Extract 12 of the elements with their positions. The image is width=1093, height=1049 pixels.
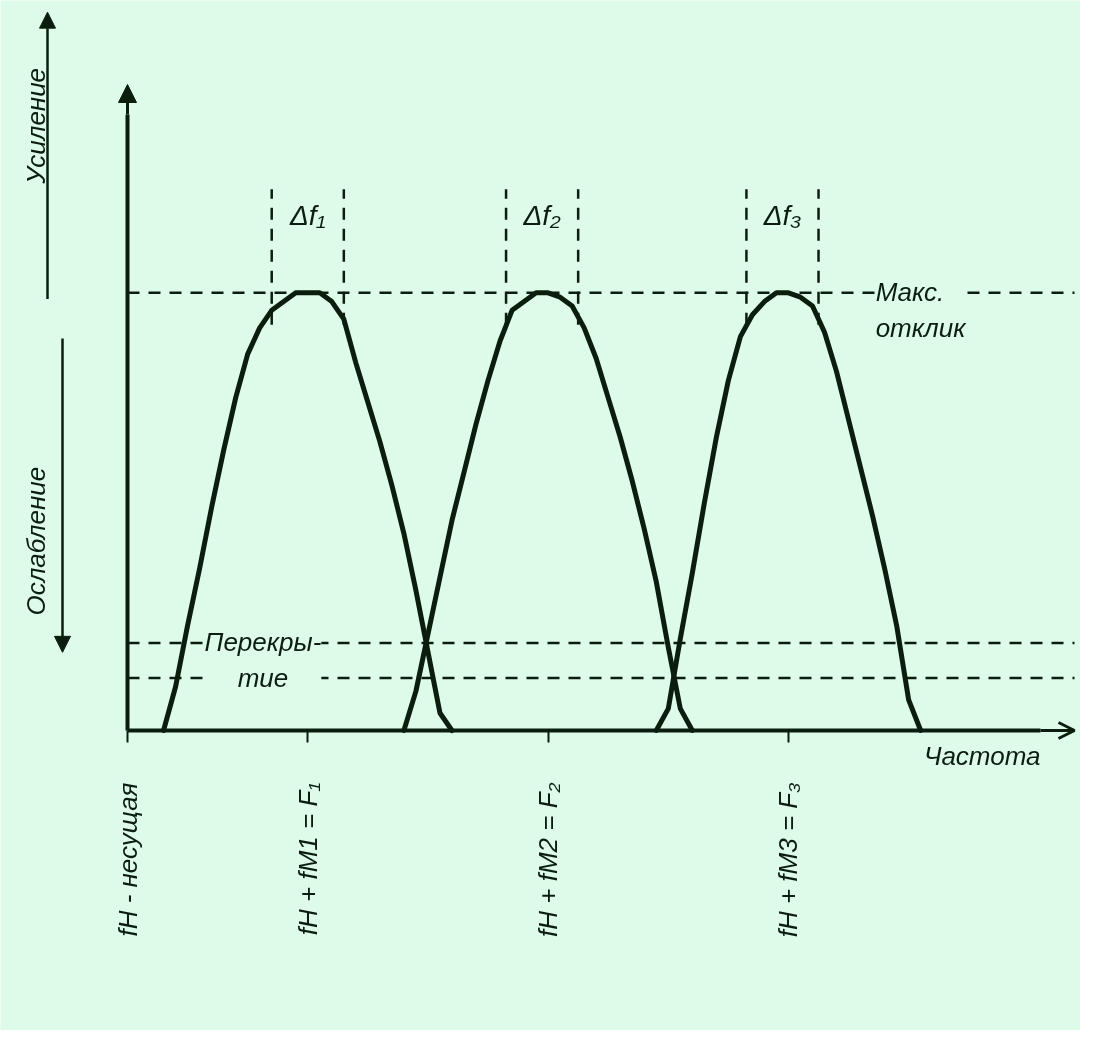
- text: Δf₁: [289, 200, 326, 232]
- text: Усиление: [20, 67, 51, 185]
- x-tick-label: fН + fМ3 = F₃: [773, 782, 804, 938]
- x-tick-label: fН + fМ2 = F₂: [533, 782, 564, 937]
- ref-line-label: Перекры- тие: [204, 626, 322, 693]
- x-axis-title: Частота: [923, 740, 1041, 771]
- ref-line-label: Макс. отклик: [875, 276, 968, 343]
- x-tick-label: fН + fМ1 = F₁: [292, 782, 323, 936]
- text: Ослабление: [20, 466, 51, 616]
- text: Δf₂: [522, 200, 562, 232]
- x-tick-label: fН - несущая: [112, 782, 143, 937]
- text: Δf₃: [762, 200, 802, 232]
